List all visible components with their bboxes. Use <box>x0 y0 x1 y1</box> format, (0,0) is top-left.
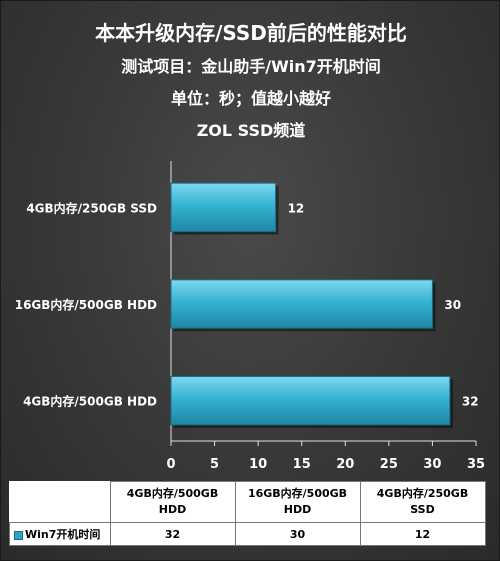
x-tick-label: 30 <box>423 457 441 472</box>
chart-subtitle-source: ZOL SSD频道 <box>196 121 306 140</box>
x-tick-label: 15 <box>293 457 311 472</box>
col-header-line2: HDD <box>158 503 187 516</box>
category-label: 4GB内存/250GB SSD <box>26 200 157 215</box>
bar <box>170 376 451 426</box>
data-table-row-label: Win7开机时间 <box>9 522 111 546</box>
category-label: 4GB内存/500GB HDD <box>23 394 157 409</box>
col-header-line2: HDD <box>283 503 312 516</box>
data-label: 12 <box>288 201 305 215</box>
bar <box>170 279 433 329</box>
col-header-line1: 16GB内存/500GB <box>247 487 348 500</box>
col-header-line1: 4GB内存/500GB <box>126 487 219 500</box>
data-table-cell: 32 <box>109 522 236 546</box>
chart-title: 本本升级内存/SSD前后的性能对比 <box>95 21 407 45</box>
x-tick-label: 20 <box>336 457 354 472</box>
x-tick-label: 35 <box>467 457 485 472</box>
x-tick-label: 10 <box>249 457 267 472</box>
chart-subtitle-test-item: 测试项目：金山助手/Win7开机时间 <box>121 57 381 76</box>
bar <box>170 182 277 233</box>
data-table-cell: 12 <box>359 522 486 546</box>
data-label: 32 <box>462 395 479 409</box>
data-table-col-header: 16GB内存/500GB HDD <box>234 481 361 523</box>
data-label: 30 <box>444 298 461 312</box>
x-tick-label: 25 <box>380 457 398 472</box>
col-header-line1: 4GB内存/250GB <box>376 487 469 500</box>
data-table: 4GB内存/500GB HDD 16GB内存/500GB HDD 4GB内存/2… <box>9 481 486 546</box>
data-table-cell: 30 <box>234 522 361 546</box>
x-tick-label: 5 <box>210 457 219 472</box>
plot-area: 0 5 10 15 20 25 30 35 4GB内存/250GB SSD 12 16GB内存/50… <box>15 161 485 472</box>
category-label: 16GB内存/500GB HDD <box>15 297 157 312</box>
data-table-header-row: 4GB内存/500GB HDD 16GB内存/500GB HDD 4GB内存/2… <box>9 481 486 523</box>
data-table-corner <box>9 481 111 523</box>
x-tick-label: 0 <box>166 457 175 472</box>
chart-subtitle-unit: 单位：秒；值越小越好 <box>170 89 331 108</box>
data-table-col-header: 4GB内存/500GB HDD <box>109 481 236 523</box>
col-header-line2: SSD <box>410 503 435 516</box>
data-table-value-row: Win7开机时间 32 30 12 <box>9 522 486 546</box>
bar-chart: 0 5 10 15 20 25 30 35 4GB内存/250GB SSD 12 16GB内存/50… <box>15 161 485 472</box>
row-label-text: Win7开机时间 <box>25 528 101 541</box>
legend-key-icon <box>14 530 23 540</box>
data-table-col-header: 4GB内存/250GB SSD <box>359 481 486 523</box>
